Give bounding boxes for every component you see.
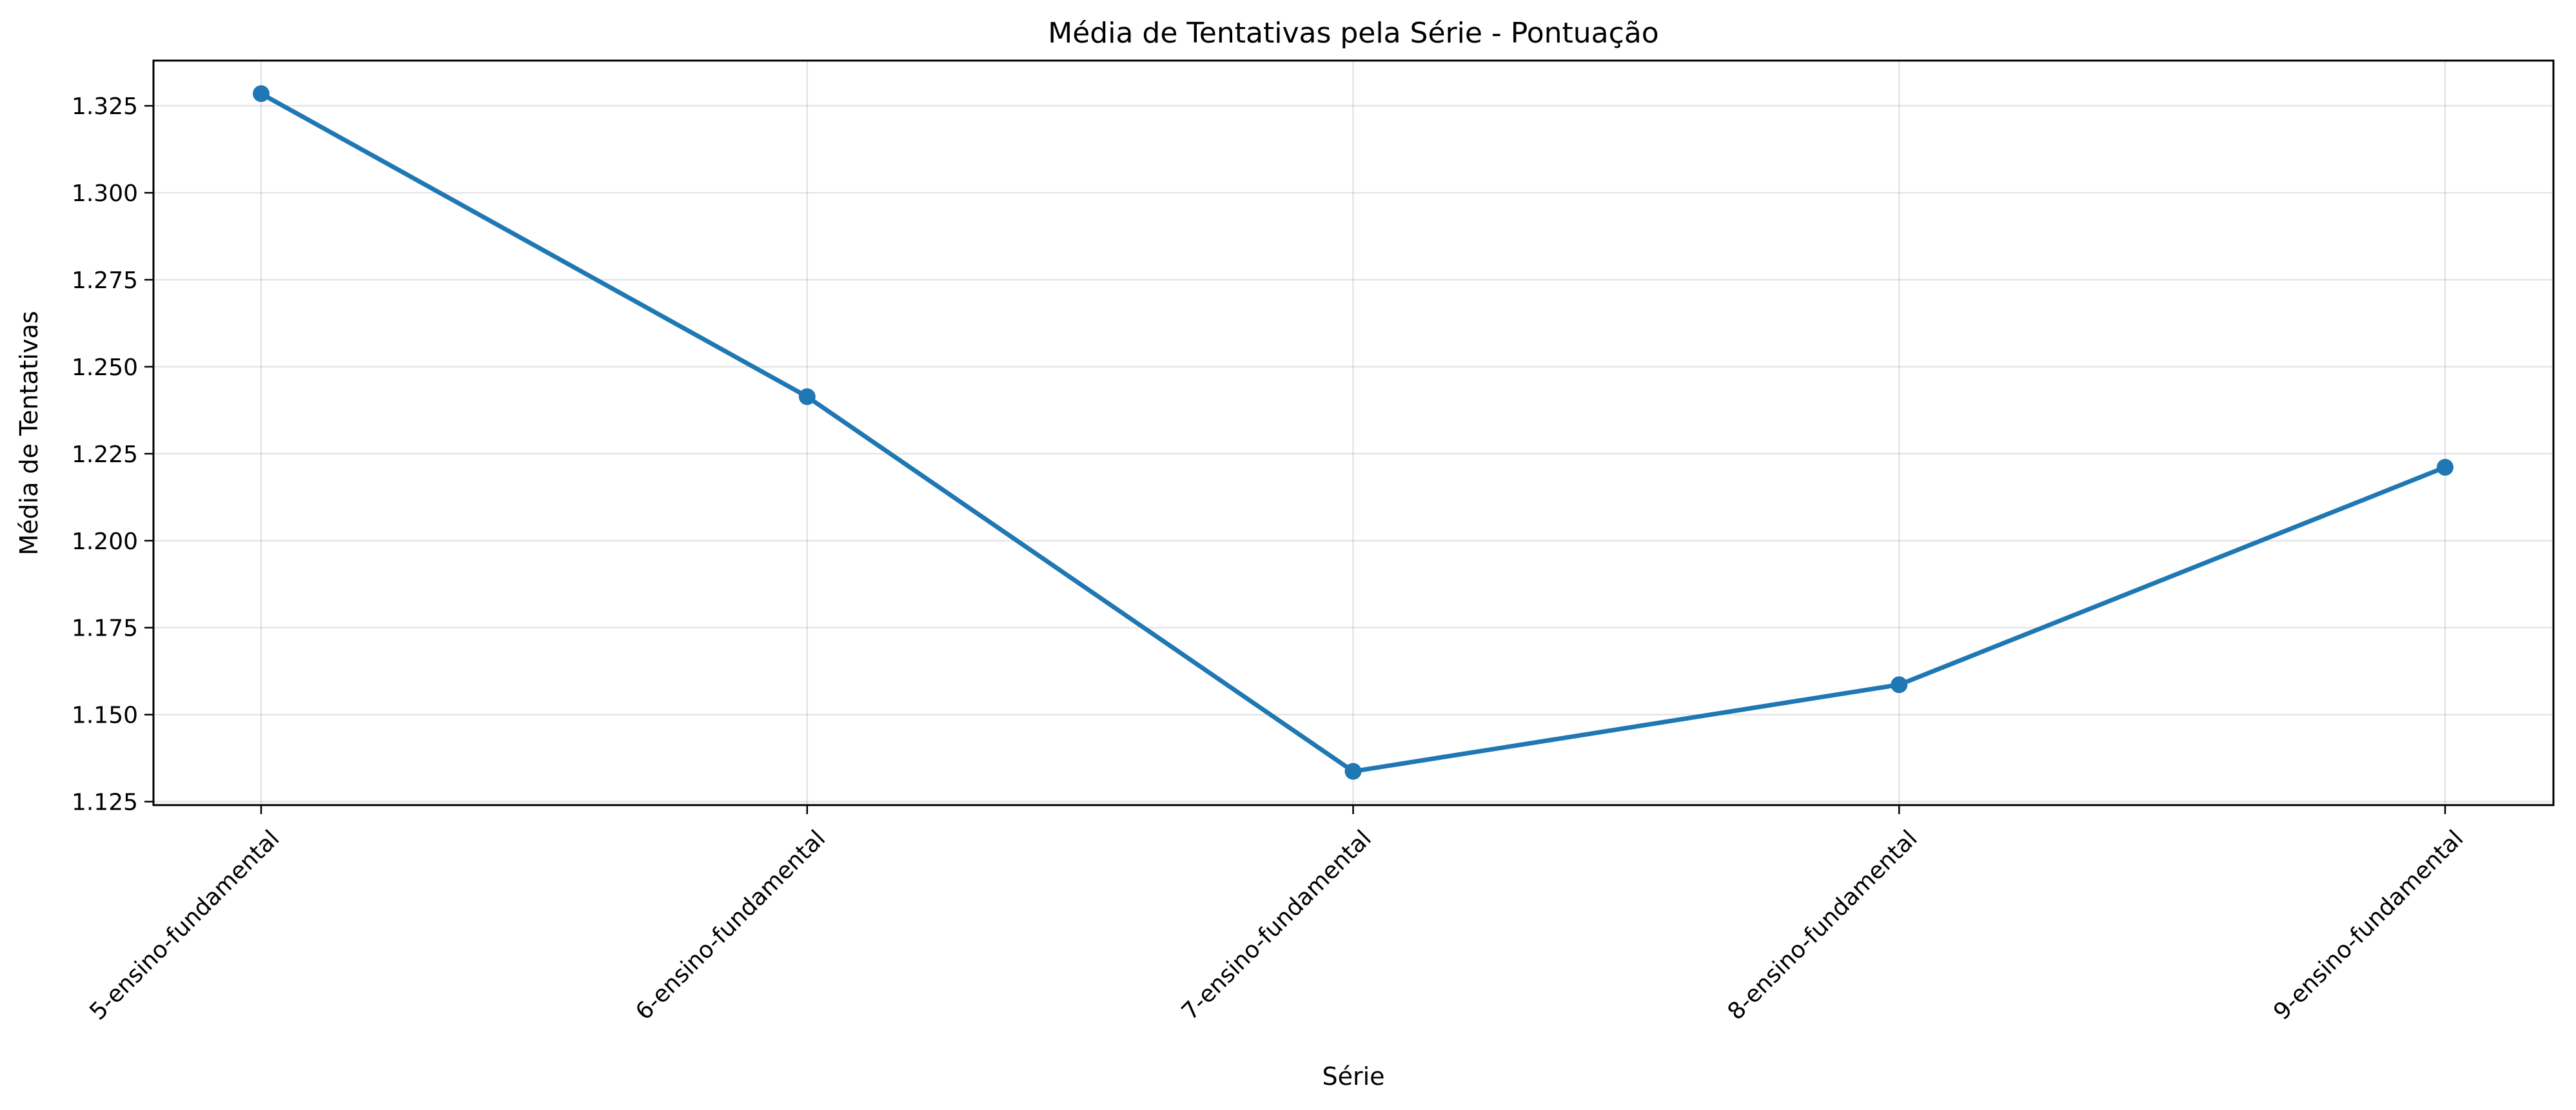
x-tick-label: 6-ensino-fundamental (631, 825, 831, 1025)
data-point (1344, 763, 1362, 780)
y-tick-label: 1.150 (72, 703, 138, 729)
y-tick-label: 1.200 (72, 529, 138, 555)
y-tick-label: 1.300 (72, 180, 138, 207)
grid (153, 61, 2553, 805)
data-point (253, 85, 270, 102)
x-tick-label: 9-ensino-fundamental (2268, 825, 2468, 1025)
y-tick-label: 1.125 (72, 790, 138, 816)
chart-title: Média de Tentativas pela Série - Pontuaç… (1048, 17, 1658, 50)
x-tick-label: 5-ensino-fundamental (84, 825, 284, 1025)
x-tick-label: 8-ensino-fundamental (1723, 825, 1923, 1025)
data-point (2437, 458, 2453, 476)
y-tick-label: 1.225 (72, 442, 138, 468)
ticks: 1.125 1.150 1.175 1.200 1.225 1.250 1.275 1.300… (72, 93, 2469, 1025)
y-tick-label: 1.250 (72, 355, 138, 381)
x-tick-label: 7-ensino-fundamental (1177, 825, 1377, 1025)
x-axis-label: Série (1322, 1062, 1384, 1091)
y-axis-label: Média de Tentativas (15, 311, 43, 555)
y-tick-label: 1.325 (72, 93, 138, 120)
y-tick-label: 1.175 (72, 616, 138, 642)
data-point (798, 388, 816, 405)
data-point (1891, 676, 1908, 694)
series-layer (253, 85, 2453, 780)
y-tick-label: 1.275 (72, 268, 138, 294)
